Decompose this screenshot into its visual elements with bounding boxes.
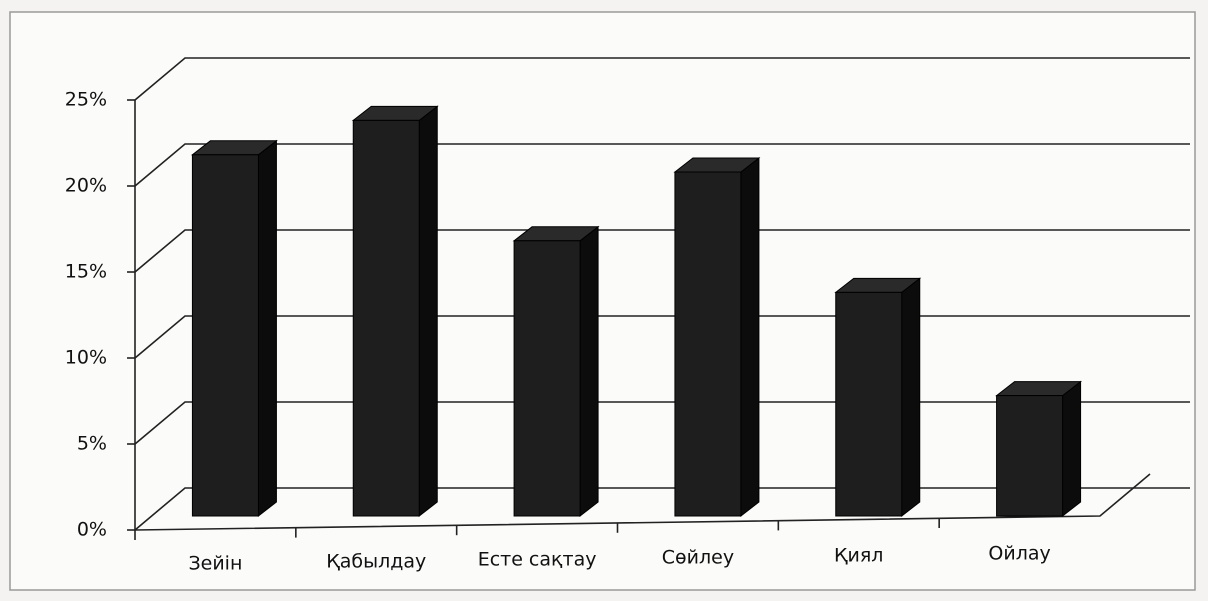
grid-line <box>134 229 1190 273</box>
x-tick-label: Ойлау <box>988 543 1050 565</box>
bar <box>835 291 903 517</box>
bar-side <box>901 277 921 518</box>
bar <box>674 171 742 517</box>
grid-line <box>134 143 1190 187</box>
x-tick-label: Қиял <box>834 545 883 567</box>
bar <box>513 240 581 517</box>
bar-side <box>418 105 438 518</box>
y-tick-label: 15% <box>65 261 107 283</box>
bar <box>996 395 1064 517</box>
bar <box>191 154 259 517</box>
y-tick-label: 0% <box>77 519 107 541</box>
y-tick-label: 25% <box>65 89 107 111</box>
bar-side <box>257 139 277 518</box>
y-tick-label: 5% <box>77 433 107 455</box>
x-tick-label: Қабылдау <box>326 551 426 573</box>
bar-side <box>1062 380 1082 518</box>
x-tick-label: Зейін <box>188 553 242 575</box>
bar-side <box>579 225 599 518</box>
y-tick-label: 10% <box>65 347 107 369</box>
bar <box>352 119 420 517</box>
grid-line <box>134 57 1190 101</box>
bar-side <box>740 156 760 518</box>
x-tick-label: Сөйлеу <box>662 547 734 569</box>
y-tick-label: 20% <box>65 175 107 197</box>
x-tick-label: Есте сақтау <box>478 549 597 571</box>
